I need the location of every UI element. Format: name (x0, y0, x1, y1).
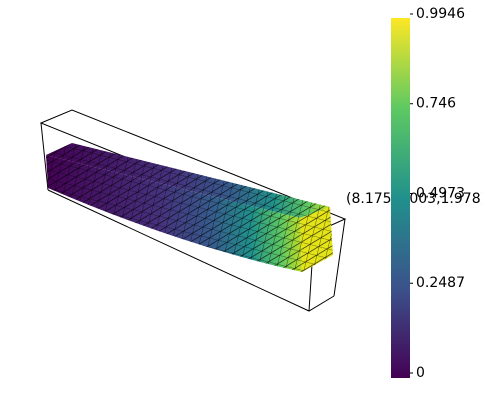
colorbar (391, 18, 410, 378)
bounding-box (39, 109, 347, 312)
beam-mesh (46, 143, 333, 272)
tick-label: 0.746 (416, 96, 456, 112)
tick-label: 0 (416, 365, 425, 381)
tick-label: 0.2487 (416, 275, 465, 291)
tick-label: 0.4973 (416, 186, 465, 202)
colorbar-ticks: 0 0.2487 0.4973 0.746 0.9946 (410, 6, 465, 381)
point-annotation: (8.175,1.003,1.978) (346, 191, 482, 207)
tick-label: 0.9946 (416, 6, 465, 22)
